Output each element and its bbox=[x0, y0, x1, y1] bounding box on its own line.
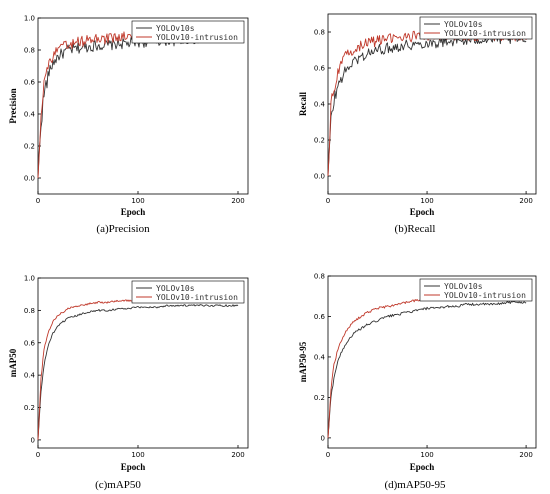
series-line-yolov10-intrusion bbox=[37, 26, 239, 179]
plot-frame bbox=[37, 277, 249, 449]
y-tick-label: 0.4 bbox=[314, 101, 326, 109]
chart-caption: (c)mAP50 bbox=[95, 479, 141, 491]
legend-box bbox=[419, 278, 533, 302]
series-line-yolov10s bbox=[37, 31, 239, 179]
plot-frame bbox=[327, 275, 537, 449]
chart-caption: (d)mAP50-95 bbox=[384, 479, 446, 491]
y-tick-label: 0.0 bbox=[24, 175, 35, 183]
series-line-yolov10s bbox=[327, 300, 527, 438]
legend-box bbox=[131, 280, 245, 304]
series-line-yolov10-intrusion bbox=[327, 29, 527, 177]
y-tick-label: 0.2 bbox=[314, 137, 325, 145]
chart-caption: (b)Recall bbox=[395, 223, 436, 235]
chart-map50-95: 0 100 200 0 0.2 0.4 0.6 0.8 Epoch mAP50-95 (d)mAP5… bbox=[298, 273, 537, 491]
y-tick-label: 0.4 bbox=[24, 372, 36, 380]
x-axis-label: Epoch bbox=[121, 207, 146, 217]
y-tick-label: 0 bbox=[31, 436, 35, 444]
chart-map50: 0 100 200 0 0.2 0.4 0.6 0.8 1.0 Epoch mAP50 (c)mAP5… bbox=[8, 275, 249, 491]
y-tick-label: 0.4 bbox=[314, 353, 326, 361]
x-tick-label: 100 bbox=[131, 197, 144, 205]
legend-entry: YOLOv10-intrusion bbox=[444, 29, 526, 38]
y-axis-label: Precision bbox=[8, 88, 18, 123]
series-line-yolov10-intrusion bbox=[327, 294, 527, 438]
chart-caption: (a)Precision bbox=[96, 223, 150, 235]
plot-frame bbox=[327, 13, 537, 195]
y-axis-label: mAP50-95 bbox=[298, 341, 308, 382]
legend-entry: YOLOv10s bbox=[156, 24, 195, 33]
y-tick-label: 0.2 bbox=[24, 404, 35, 412]
x-tick-label: 0 bbox=[326, 197, 330, 205]
x-tick-label: 100 bbox=[420, 451, 433, 459]
y-axis-label: mAP50 bbox=[8, 348, 18, 377]
plot-frame bbox=[37, 17, 249, 195]
y-tick-label: 0.8 bbox=[314, 273, 325, 281]
x-tick-label: 200 bbox=[519, 197, 532, 205]
chart-precision: 0 100 200 0.0 0.2 0.4 0.6 0.8 1.0 Epoch Precision (… bbox=[8, 15, 249, 235]
legend-entry: YOLOv10-intrusion bbox=[156, 33, 238, 42]
series-line-yolov10s bbox=[37, 304, 239, 440]
x-axis-label: Epoch bbox=[410, 207, 435, 217]
legend-entry: YOLOv10-intrusion bbox=[156, 293, 238, 302]
x-tick-label: 100 bbox=[131, 451, 144, 459]
series-line-yolov10s bbox=[327, 33, 527, 177]
y-tick-label: 0 bbox=[321, 434, 325, 442]
x-tick-label: 0 bbox=[326, 451, 330, 459]
legend-entry: YOLOv10s bbox=[444, 282, 483, 291]
chart-recall: 0 100 200 0.0 0.2 0.4 0.6 0.8 Epoch Recall (b)Reca… bbox=[298, 13, 537, 235]
y-tick-label: 0.0 bbox=[314, 173, 325, 181]
y-tick-label: 0.4 bbox=[24, 111, 36, 119]
y-tick-label: 0.8 bbox=[314, 29, 325, 37]
y-axis-label: Recall bbox=[298, 92, 308, 116]
y-tick-label: 1.0 bbox=[24, 15, 35, 23]
legend-box bbox=[131, 20, 245, 44]
x-tick-label: 100 bbox=[420, 197, 433, 205]
x-tick-label: 0 bbox=[36, 197, 40, 205]
x-tick-label: 200 bbox=[519, 451, 532, 459]
x-tick-label: 200 bbox=[231, 197, 244, 205]
x-tick-label: 0 bbox=[36, 451, 40, 459]
x-axis-label: Epoch bbox=[121, 462, 146, 472]
y-tick-label: 0.6 bbox=[314, 65, 326, 73]
y-tick-label: 0.6 bbox=[24, 79, 36, 87]
y-tick-label: 0.6 bbox=[24, 339, 36, 347]
legend-entry: YOLOv10-intrusion bbox=[444, 291, 526, 300]
x-tick-label: 200 bbox=[231, 451, 244, 459]
y-tick-label: 0.8 bbox=[24, 307, 35, 315]
y-tick-label: 0.8 bbox=[24, 47, 35, 55]
y-tick-label: 0.2 bbox=[314, 394, 325, 402]
x-axis-label: Epoch bbox=[410, 462, 435, 472]
series-line-yolov10-intrusion bbox=[37, 297, 239, 440]
y-tick-label: 1.0 bbox=[24, 275, 35, 283]
legend-entry: YOLOv10s bbox=[156, 284, 195, 293]
y-tick-label: 0.2 bbox=[24, 143, 35, 151]
y-tick-label: 0.6 bbox=[314, 313, 326, 321]
legend-entry: YOLOv10s bbox=[444, 20, 483, 29]
legend-box bbox=[419, 16, 533, 40]
